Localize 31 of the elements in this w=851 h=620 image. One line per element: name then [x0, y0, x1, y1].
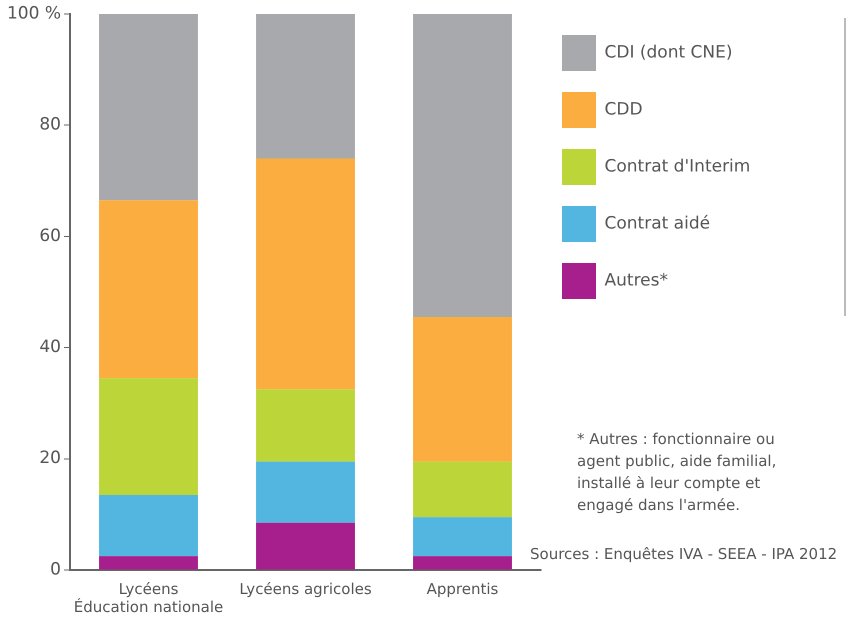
bar — [99, 378, 198, 495]
x-tick-label: Lycéens agricoles — [239, 580, 372, 598]
x-tick-label: Apprentis — [426, 580, 499, 598]
bar — [256, 158, 355, 390]
y-tick-label: 80 — [39, 114, 62, 135]
bar — [99, 494, 198, 556]
bar — [413, 317, 512, 462]
x-tick-label: Lycéens Éducation nationale — [74, 580, 224, 616]
legend-label: CDD — [604, 99, 643, 120]
legend-label: Contrat aidé — [604, 213, 710, 234]
legend-label: Contrat d'Interim — [604, 156, 750, 176]
bar — [413, 14, 512, 318]
bar — [99, 200, 198, 378]
legend-label: Autres* — [604, 270, 668, 290]
legend-label: CDI (dont CNE) — [604, 42, 733, 62]
annotation: Sources : Enquêtes IVA - SEEA - IPA 2012 — [530, 545, 838, 563]
y-tick-label: 60 — [39, 226, 62, 246]
bar — [413, 517, 512, 556]
text: * Autres : fonctionnaire ou agent public, aide familial, installé à leur compte et engagé dans l'armée. — [577, 429, 778, 516]
bar — [256, 14, 355, 159]
y-tick-label: 0 — [50, 559, 62, 580]
bar — [256, 462, 355, 523]
y-tick-label: 100 % — [6, 3, 62, 24]
bar — [413, 556, 512, 570]
bar — [413, 462, 512, 518]
bar — [99, 14, 198, 200]
y-tick-label: 20 — [39, 448, 62, 468]
y-tick-label: 40 — [39, 337, 62, 358]
bar — [99, 556, 198, 570]
bar — [256, 522, 355, 570]
bar — [256, 389, 355, 462]
